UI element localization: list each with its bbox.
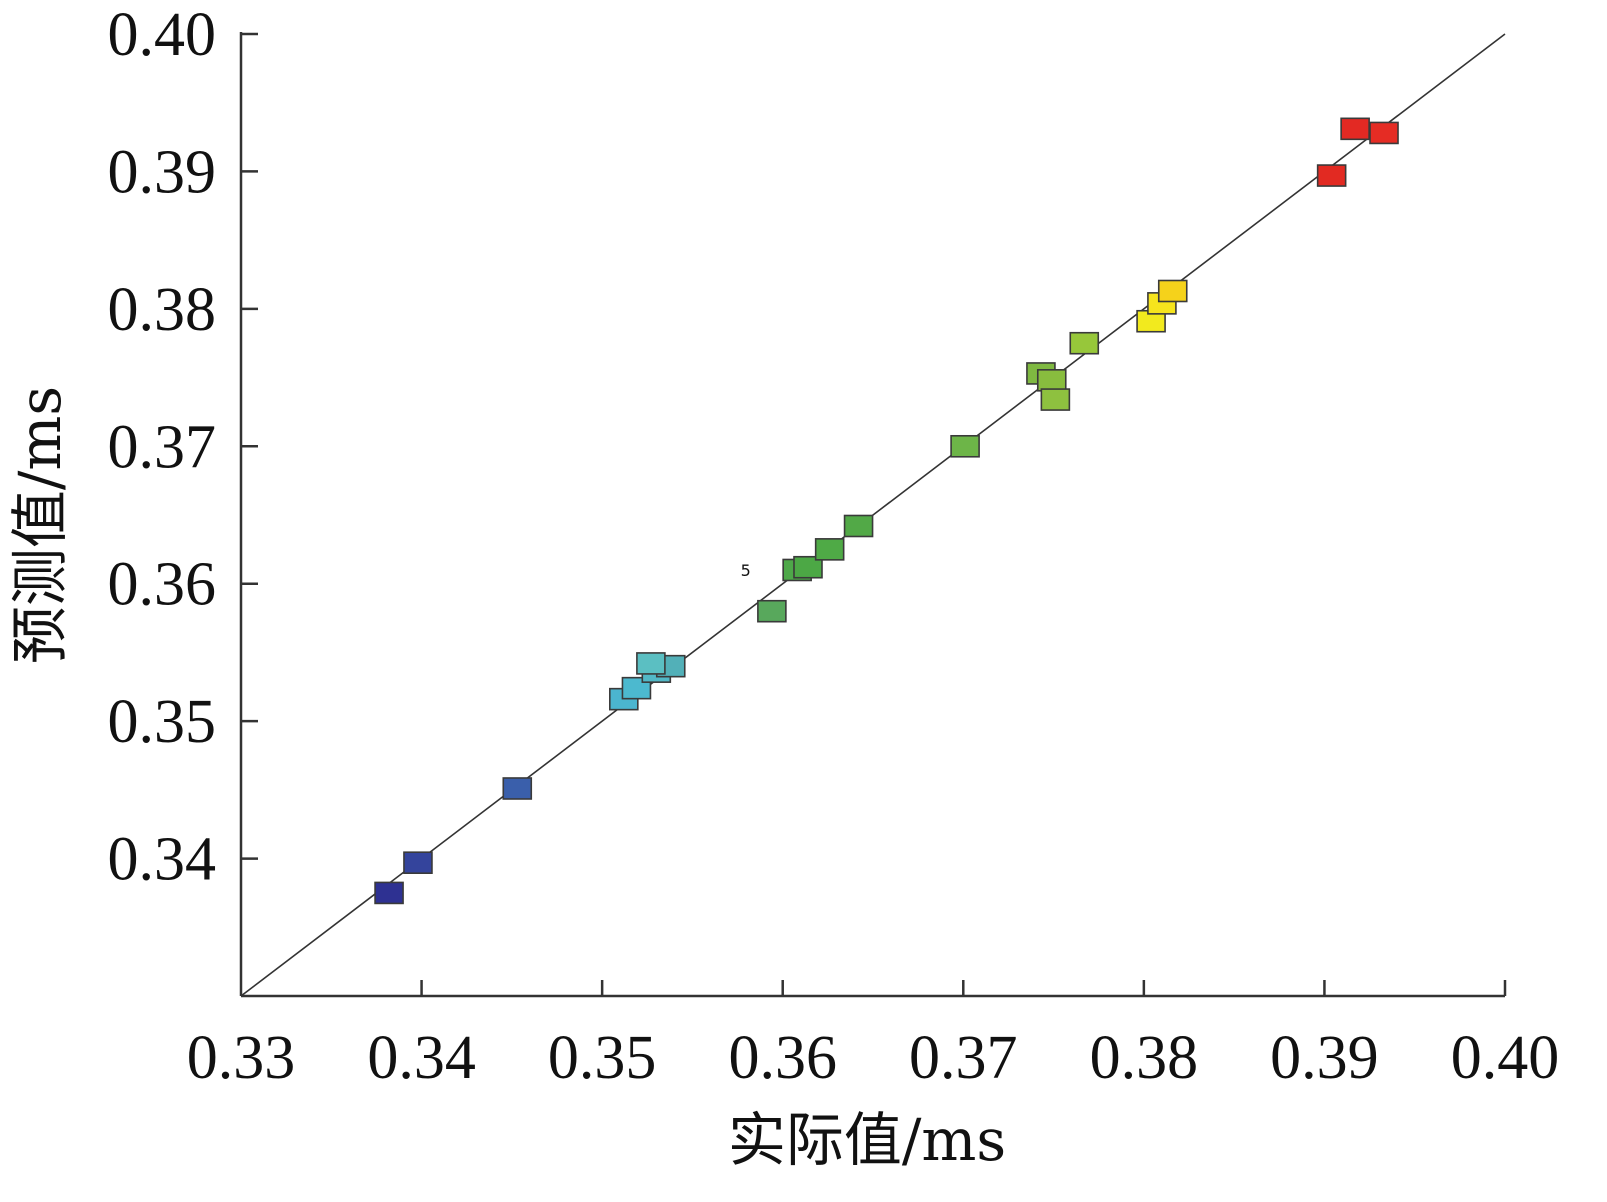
axes xyxy=(239,32,1505,998)
data-point xyxy=(1369,121,1399,145)
y-tick-label: 0.40 xyxy=(108,1,217,69)
x-tick-label: 0.34 xyxy=(367,1024,476,1092)
x-tick-label: 0.39 xyxy=(1270,1024,1379,1092)
x-tick-label: 0.40 xyxy=(1451,1024,1560,1092)
y-tick-label: 0.38 xyxy=(108,276,217,344)
data-point xyxy=(403,851,433,874)
x-tick-label: 0.36 xyxy=(728,1024,837,1092)
data-point xyxy=(843,514,874,538)
y-tick-label: 0.34 xyxy=(108,826,217,894)
data-point xyxy=(1036,369,1067,392)
data-point xyxy=(636,652,666,675)
y-tick-label: 0.37 xyxy=(108,413,217,481)
data-points xyxy=(374,117,1399,905)
data-point xyxy=(757,599,787,623)
data-point xyxy=(502,777,533,800)
data-point xyxy=(1340,117,1370,141)
data-point xyxy=(374,881,404,905)
y-axis-title: 预测值/ms xyxy=(6,386,74,664)
point-annotation: 5 xyxy=(741,561,751,580)
x-tick-label: 0.33 xyxy=(187,1024,296,1092)
data-point xyxy=(1040,388,1071,411)
data-point xyxy=(1157,279,1188,303)
x-tick-label: 0.37 xyxy=(909,1024,1018,1092)
data-point xyxy=(814,538,845,561)
y-tick-label: 0.36 xyxy=(108,551,217,619)
data-point xyxy=(1069,331,1100,355)
data-point xyxy=(950,434,980,458)
data-point xyxy=(793,555,823,579)
x-tick-label: 0.38 xyxy=(1090,1024,1199,1092)
y-tick-label: 0.39 xyxy=(108,138,217,206)
ticks: 0.33 0.34 0.35 0.36 0.37 0.38 0.39 0.40 0.34 0.35… xyxy=(108,1,1560,1092)
annotations: 5 xyxy=(741,561,751,580)
data-point xyxy=(1316,164,1347,187)
x-axis-title: 实际值/ms xyxy=(728,1106,1006,1174)
x-tick-label: 0.35 xyxy=(548,1024,657,1092)
y-tick-label: 0.35 xyxy=(108,688,217,756)
